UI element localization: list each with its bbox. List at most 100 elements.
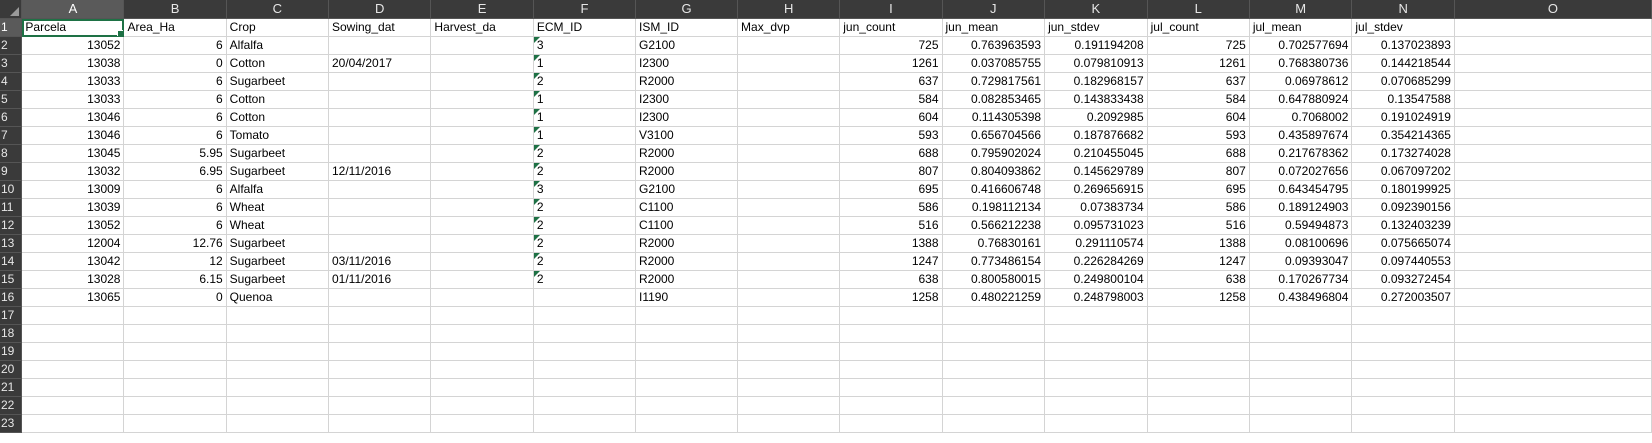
row-header[interactable]: 23 bbox=[0, 414, 23, 433]
cell-o-9[interactable] bbox=[1454, 162, 1652, 181]
empty-cell[interactable] bbox=[123, 324, 227, 343]
cell-e-9[interactable] bbox=[430, 162, 534, 181]
cell-i-14[interactable]: 1247 bbox=[839, 252, 943, 271]
cell-j-11[interactable]: 0.198112134 bbox=[942, 198, 1046, 217]
cell-d-15[interactable]: 01/11/2016 bbox=[328, 270, 432, 289]
cell-m-8[interactable]: 0.217678362 bbox=[1249, 144, 1353, 163]
cell-n-9[interactable]: 0.067097202 bbox=[1351, 162, 1455, 181]
empty-cell[interactable] bbox=[635, 414, 739, 433]
row-header[interactable]: 19 bbox=[0, 342, 23, 361]
header-cell-l[interactable]: jul_count bbox=[1147, 18, 1250, 37]
header-cell-g[interactable]: ISM_ID bbox=[635, 18, 739, 37]
empty-cell[interactable] bbox=[1044, 378, 1148, 397]
cell-k-16[interactable]: 0.248798003 bbox=[1044, 288, 1148, 307]
cell-l-14[interactable]: 1247 bbox=[1147, 252, 1250, 271]
row-header[interactable]: 5 bbox=[0, 90, 23, 109]
empty-cell[interactable] bbox=[1454, 342, 1652, 361]
empty-cell[interactable] bbox=[1454, 378, 1652, 397]
column-header-b[interactable]: B bbox=[123, 0, 227, 19]
header-cell-i[interactable]: jun_count bbox=[839, 18, 943, 37]
header-cell-b[interactable]: Area_Ha bbox=[123, 18, 227, 37]
cell-b-13[interactable]: 12.76 bbox=[123, 234, 227, 253]
cell-o-3[interactable] bbox=[1454, 54, 1652, 73]
cell-h-9[interactable] bbox=[737, 162, 841, 181]
header-cell-n[interactable]: jul_stdev bbox=[1351, 18, 1455, 37]
cell-h-7[interactable] bbox=[737, 126, 841, 145]
cell-c-2[interactable]: Alfalfa bbox=[226, 36, 329, 55]
empty-cell[interactable] bbox=[635, 378, 739, 397]
cell-i-10[interactable]: 695 bbox=[839, 180, 943, 199]
empty-cell[interactable] bbox=[1147, 414, 1250, 433]
cell-b-12[interactable]: 6 bbox=[123, 216, 227, 235]
cell-o-2[interactable] bbox=[1454, 36, 1652, 55]
empty-cell[interactable] bbox=[328, 414, 432, 433]
cell-n-11[interactable]: 0.092390156 bbox=[1351, 198, 1455, 217]
empty-cell[interactable] bbox=[123, 360, 227, 379]
empty-cell[interactable] bbox=[430, 324, 534, 343]
row-header[interactable]: 21 bbox=[0, 378, 23, 397]
cell-k-10[interactable]: 0.269656915 bbox=[1044, 180, 1148, 199]
cell-h-12[interactable] bbox=[737, 216, 841, 235]
cell-m-16[interactable]: 0.438496804 bbox=[1249, 288, 1353, 307]
cell-j-7[interactable]: 0.656704566 bbox=[942, 126, 1046, 145]
empty-cell[interactable] bbox=[635, 360, 739, 379]
empty-cell[interactable] bbox=[942, 360, 1046, 379]
cell-l-15[interactable]: 638 bbox=[1147, 270, 1250, 289]
cell-b-3[interactable]: 0 bbox=[123, 54, 227, 73]
header-cell-j[interactable]: jun_mean bbox=[942, 18, 1046, 37]
cell-d-11[interactable] bbox=[328, 198, 432, 217]
cell-f-13[interactable]: 2 bbox=[533, 234, 636, 253]
cell-g-2[interactable]: G2100 bbox=[635, 36, 739, 55]
cell-e-15[interactable] bbox=[430, 270, 534, 289]
cell-k-13[interactable]: 0.291110574 bbox=[1044, 234, 1148, 253]
cell-a-4[interactable]: 13033 bbox=[21, 72, 125, 91]
empty-cell[interactable] bbox=[533, 414, 636, 433]
empty-cell[interactable] bbox=[226, 360, 329, 379]
cell-o-8[interactable] bbox=[1454, 144, 1652, 163]
row-header[interactable]: 7 bbox=[0, 126, 23, 145]
select-all-corner[interactable] bbox=[0, 0, 23, 19]
row-header[interactable]: 1 bbox=[0, 18, 23, 37]
cell-b-4[interactable]: 6 bbox=[123, 72, 227, 91]
cell-i-4[interactable]: 637 bbox=[839, 72, 943, 91]
empty-cell[interactable] bbox=[1351, 306, 1455, 325]
cell-e-2[interactable] bbox=[430, 36, 534, 55]
cell-g-16[interactable]: I1190 bbox=[635, 288, 739, 307]
cell-g-4[interactable]: R2000 bbox=[635, 72, 739, 91]
cell-i-2[interactable]: 725 bbox=[839, 36, 943, 55]
column-header-d[interactable]: D bbox=[328, 0, 432, 19]
cell-m-15[interactable]: 0.170267734 bbox=[1249, 270, 1353, 289]
row-header[interactable]: 8 bbox=[0, 144, 23, 163]
cell-o-15[interactable] bbox=[1454, 270, 1652, 289]
empty-cell[interactable] bbox=[226, 306, 329, 325]
cell-l-3[interactable]: 1261 bbox=[1147, 54, 1250, 73]
header-cell-f[interactable]: ECM_ID bbox=[533, 18, 636, 37]
empty-cell[interactable] bbox=[430, 360, 534, 379]
empty-cell[interactable] bbox=[1044, 324, 1148, 343]
cell-k-4[interactable]: 0.182968157 bbox=[1044, 72, 1148, 91]
cell-i-6[interactable]: 604 bbox=[839, 108, 943, 127]
cell-o-6[interactable] bbox=[1454, 108, 1652, 127]
cell-e-14[interactable] bbox=[430, 252, 534, 271]
cell-o-7[interactable] bbox=[1454, 126, 1652, 145]
cell-n-12[interactable]: 0.132403239 bbox=[1351, 216, 1455, 235]
cell-k-3[interactable]: 0.079810913 bbox=[1044, 54, 1148, 73]
empty-cell[interactable] bbox=[226, 342, 329, 361]
column-header-i[interactable]: I bbox=[839, 0, 943, 19]
cell-d-10[interactable] bbox=[328, 180, 432, 199]
empty-cell[interactable] bbox=[1147, 396, 1250, 415]
cell-j-14[interactable]: 0.773486154 bbox=[942, 252, 1046, 271]
empty-cell[interactable] bbox=[1249, 324, 1353, 343]
cell-e-3[interactable] bbox=[430, 54, 534, 73]
cell-c-16[interactable]: Quenoa bbox=[226, 288, 329, 307]
empty-cell[interactable] bbox=[1249, 360, 1353, 379]
cell-c-15[interactable]: Sugarbeet bbox=[226, 270, 329, 289]
cell-g-8[interactable]: R2000 bbox=[635, 144, 739, 163]
cell-o-10[interactable] bbox=[1454, 180, 1652, 199]
empty-cell[interactable] bbox=[533, 360, 636, 379]
header-cell-k[interactable]: jun_stdev bbox=[1044, 18, 1148, 37]
cell-i-12[interactable]: 516 bbox=[839, 216, 943, 235]
cell-d-2[interactable] bbox=[328, 36, 432, 55]
row-header[interactable]: 14 bbox=[0, 252, 23, 271]
cell-k-15[interactable]: 0.249800104 bbox=[1044, 270, 1148, 289]
